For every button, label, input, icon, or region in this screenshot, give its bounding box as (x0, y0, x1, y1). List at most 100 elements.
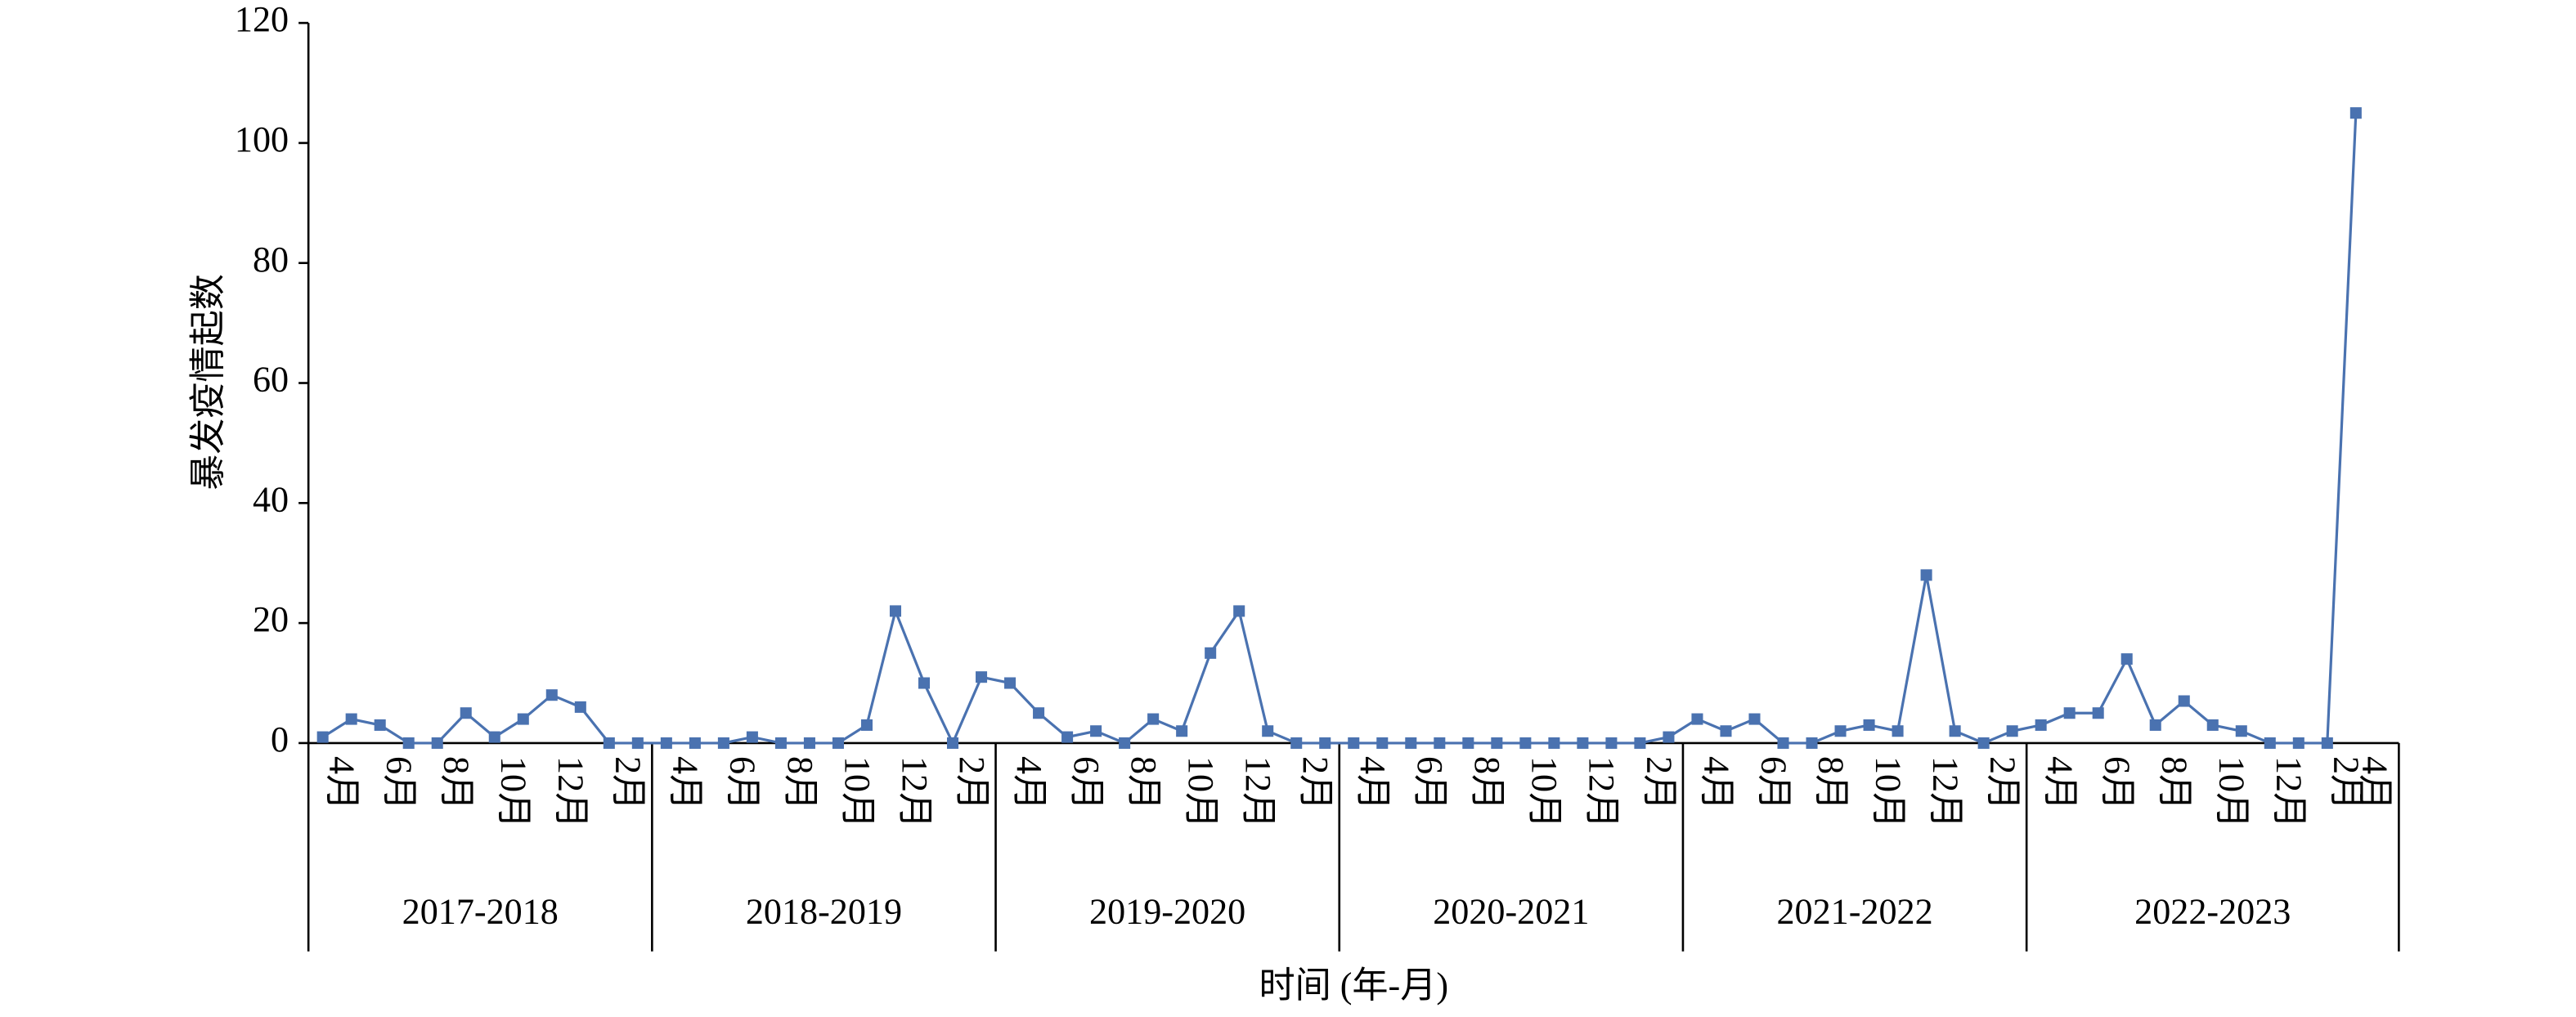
data-point (774, 737, 787, 749)
data-point (2092, 707, 2104, 719)
y-tick-label: 100 (235, 119, 289, 159)
x-tick-label: 8月 (437, 756, 477, 810)
data-point (1176, 725, 1188, 737)
data-point (1634, 737, 1646, 749)
data-point (660, 737, 672, 749)
x-tick-label: 6月 (2098, 756, 2138, 810)
data-point (517, 713, 529, 725)
data-point (1577, 737, 1589, 749)
x-tick-label: 2月 (1982, 756, 2022, 810)
data-point (1376, 737, 1389, 749)
group-label: 2019-2020 (1089, 892, 1245, 932)
x-tick-label: 8月 (780, 756, 820, 810)
data-point (1605, 737, 1618, 749)
data-point (460, 707, 472, 719)
x-tick-label: 6月 (723, 756, 763, 810)
data-point (2149, 719, 2161, 731)
data-point (860, 719, 873, 731)
y-tick-label: 40 (253, 479, 289, 519)
data-point (2035, 719, 2047, 731)
data-point (1777, 737, 1789, 749)
data-point (1205, 647, 1217, 659)
x-tick-label: 8月 (1811, 756, 1851, 810)
data-point (1720, 725, 1732, 737)
group-label: 2018-2019 (746, 892, 902, 932)
data-point (918, 677, 931, 689)
group-label: 2017-2018 (402, 892, 559, 932)
data-point (1090, 725, 1102, 737)
x-tick-label: 10月 (2212, 756, 2252, 828)
data-point (717, 737, 729, 749)
data-point (1119, 737, 1131, 749)
data-point (832, 737, 844, 749)
x-tick-label: 8月 (1467, 756, 1507, 810)
data-point (889, 605, 902, 617)
data-point (1262, 725, 1274, 737)
data-point (1033, 707, 1045, 719)
x-tick-label: 12月 (895, 756, 935, 828)
data-point (1519, 737, 1532, 749)
x-tick-label: 2月 (2327, 756, 2367, 810)
data-point (545, 689, 558, 701)
data-point (1348, 737, 1360, 749)
x-tick-label: 12月 (2269, 756, 2309, 828)
group-label: 2020-2021 (1433, 892, 1589, 932)
x-tick-label: 2月 (608, 756, 648, 810)
data-point (1806, 737, 1818, 749)
data-point (2120, 653, 2133, 665)
data-point (1491, 737, 1503, 749)
data-point (603, 737, 615, 749)
data-point (2349, 107, 2362, 119)
y-tick-label: 120 (235, 0, 289, 39)
group-label: 2022-2023 (2134, 892, 2291, 932)
data-point (2063, 707, 2076, 719)
data-point (1004, 677, 1016, 689)
x-tick-label: 12月 (1925, 756, 1965, 828)
x-tick-label: 8月 (1124, 756, 1164, 810)
x-tick-label: 10月 (837, 756, 877, 828)
data-point (1949, 725, 1961, 737)
x-tick-label: 12月 (1582, 756, 1622, 828)
data-point (1434, 737, 1446, 749)
data-point (316, 731, 329, 743)
data-point (574, 701, 586, 713)
y-axis-label: 暴发疫情起数 (188, 274, 228, 491)
data-point (689, 737, 701, 749)
group-label: 2021-2022 (1776, 892, 1932, 932)
data-point (1834, 725, 1847, 737)
x-tick-label: 8月 (2155, 756, 2195, 810)
x-tick-label: 6月 (379, 756, 420, 810)
y-tick-label: 20 (253, 599, 289, 639)
x-tick-label: 4月 (2040, 756, 2080, 810)
data-line (321, 113, 2358, 746)
data-point (1147, 713, 1160, 725)
x-tick-label: 10月 (1868, 756, 1908, 828)
x-tick-label: 10月 (1181, 756, 1221, 828)
data-point (976, 671, 988, 683)
y-tick-label: 0 (271, 719, 289, 759)
x-tick-label: 4月 (321, 756, 361, 810)
data-point (1061, 731, 1074, 743)
data-point (2264, 737, 2276, 749)
data-point (631, 737, 644, 749)
x-tick-label: 6月 (1753, 756, 1793, 810)
x-tick-label: 4月 (1009, 756, 1049, 810)
data-point (1548, 737, 1560, 749)
data-point (2206, 719, 2219, 731)
data-point (1748, 713, 1761, 725)
x-tick-label: 4月 (666, 756, 706, 810)
data-point (1319, 737, 1331, 749)
data-point (1892, 725, 1904, 737)
data-point (345, 713, 357, 725)
x-tick-label: 2月 (952, 756, 992, 810)
x-tick-label: 12月 (551, 756, 591, 828)
data-point (746, 731, 758, 743)
x-tick-label: 4月 (2355, 756, 2395, 810)
data-point (2292, 737, 2304, 749)
x-tick-label: 2月 (1295, 756, 1335, 810)
data-point (2178, 695, 2190, 707)
data-point (1462, 737, 1474, 749)
x-tick-label: 2月 (1639, 756, 1679, 810)
data-point (1663, 731, 1675, 743)
